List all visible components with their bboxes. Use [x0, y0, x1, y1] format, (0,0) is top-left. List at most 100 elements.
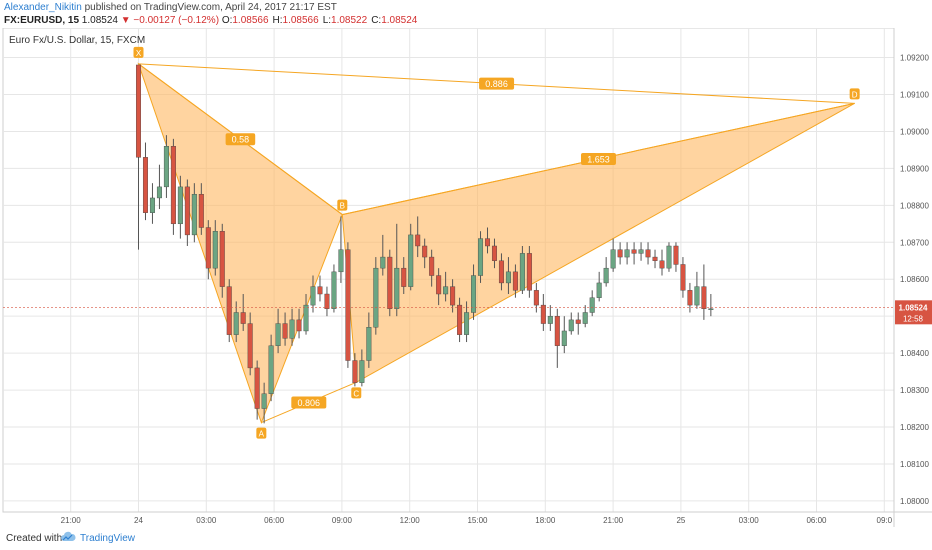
time-tick-label: 12:00	[400, 516, 421, 525]
high-label: H:	[272, 15, 283, 26]
candle-body	[184, 186, 190, 236]
candle-body	[394, 267, 400, 309]
point-label-d[interactable]: D	[849, 88, 860, 99]
candle	[471, 264, 477, 320]
open-label: O:	[221, 15, 233, 26]
candle	[317, 275, 323, 302]
point-label-a[interactable]: A	[256, 427, 267, 439]
candle	[617, 242, 623, 265]
point-label-bg	[256, 427, 267, 439]
time-tick-label: 21:00	[61, 516, 82, 525]
point-label-text: D	[852, 90, 858, 99]
candle	[394, 223, 400, 317]
candle	[450, 279, 456, 313]
candle	[512, 264, 518, 298]
low-label: L:	[322, 15, 332, 26]
footer: Created with TradingView	[0, 527, 932, 550]
price-tick-label: 1.08800	[900, 201, 929, 210]
candle-body	[582, 312, 588, 324]
last-price-text: 1.08524	[79, 15, 121, 26]
candle	[603, 257, 609, 287]
point-label-x[interactable]: X	[133, 46, 144, 58]
close-value: 1.08524	[381, 15, 418, 26]
tradingview-brand[interactable]: TradingView	[80, 533, 136, 544]
last-price-tag: 1.08524 12:58	[3, 300, 932, 325]
price-chart[interactable]: 0.58 0.806 1.653 0.886 X A B C D 1.08000 1.08100…	[0, 28, 932, 527]
candle	[575, 312, 581, 335]
point-label-c[interactable]: C	[351, 387, 362, 399]
candle	[561, 316, 567, 354]
candle-body	[296, 319, 302, 332]
ratio-label-bg	[479, 77, 515, 90]
tradingview-cloud-icon[interactable]	[60, 531, 76, 543]
candle-body	[575, 319, 581, 324]
candle	[519, 245, 525, 295]
candle-body	[163, 146, 169, 188]
candle	[310, 275, 316, 313]
author-link[interactable]: Alexander_Nikitin	[4, 2, 82, 13]
point-label-b[interactable]: B	[337, 199, 348, 211]
point-label-text: B	[340, 202, 345, 211]
symbol[interactable]: FX:EURUSD, 15	[4, 15, 80, 26]
price-tick-label: 1.08200	[900, 423, 929, 432]
ratio-label-text: 0.806	[298, 398, 321, 408]
candle-body	[359, 360, 365, 383]
point-label-bg	[351, 387, 362, 399]
candle	[687, 282, 693, 313]
candle-body	[247, 323, 253, 369]
time-axis[interactable]: 0021:002403:0006:0009:0012:0015:0018:002…	[0, 516, 893, 525]
candle-body	[429, 256, 435, 276]
candle-body	[561, 330, 567, 346]
candle	[135, 64, 141, 250]
ratio-label-text: 1.653	[587, 154, 610, 164]
ratio-label: 0.886	[479, 77, 515, 90]
candle	[568, 312, 574, 335]
candle-body	[387, 256, 393, 309]
candle-body	[505, 271, 511, 284]
candle-body	[624, 249, 630, 258]
candle-body	[478, 238, 484, 276]
time-tick-label: 24	[134, 516, 143, 525]
candle	[324, 286, 330, 317]
candle	[170, 138, 176, 235]
candle-body	[701, 286, 707, 309]
candle-body	[408, 234, 414, 287]
candle	[240, 294, 246, 331]
candle-body	[142, 157, 148, 213]
candle	[219, 223, 225, 298]
candle-body	[631, 249, 637, 254]
candle	[226, 279, 232, 343]
candle-body	[156, 186, 162, 199]
candle	[408, 223, 414, 291]
candle	[233, 301, 239, 343]
candle-body	[526, 253, 532, 291]
symbol-line: FX:EURUSD, 15 1.08524 ▼ −0.00127 (−0.12%…	[4, 15, 421, 27]
candle	[638, 242, 644, 261]
candle	[708, 294, 714, 317]
candle-body	[680, 264, 686, 291]
price-tick-label: 1.09100	[900, 91, 929, 100]
candle-body	[205, 227, 211, 269]
candle-body	[226, 286, 232, 335]
last-price-value: 1.08524	[899, 303, 928, 312]
candle-body	[568, 319, 574, 332]
price-axis[interactable]: 1.08000 1.08100 1.08200 1.08300 1.08400 1.085…	[900, 54, 929, 506]
candle	[666, 242, 672, 272]
price-tick-label: 1.08700	[900, 238, 929, 247]
candle	[205, 220, 211, 280]
candle-body	[212, 231, 218, 269]
candle-body	[233, 312, 239, 335]
price-tick-label: 1.09000	[900, 127, 929, 136]
candle-body	[687, 290, 693, 306]
candle	[142, 142, 148, 221]
candle-body	[673, 245, 679, 265]
point-label-text: A	[259, 430, 265, 439]
candles	[135, 64, 714, 424]
candle-body	[268, 345, 274, 394]
candle	[526, 245, 532, 298]
time-tick-label: 06:00	[264, 516, 285, 525]
candle-body	[533, 290, 539, 306]
point-label-text: C	[353, 389, 359, 398]
price-change: ▼ −0.00127 (−0.12%)	[120, 15, 220, 26]
candle	[345, 242, 351, 368]
